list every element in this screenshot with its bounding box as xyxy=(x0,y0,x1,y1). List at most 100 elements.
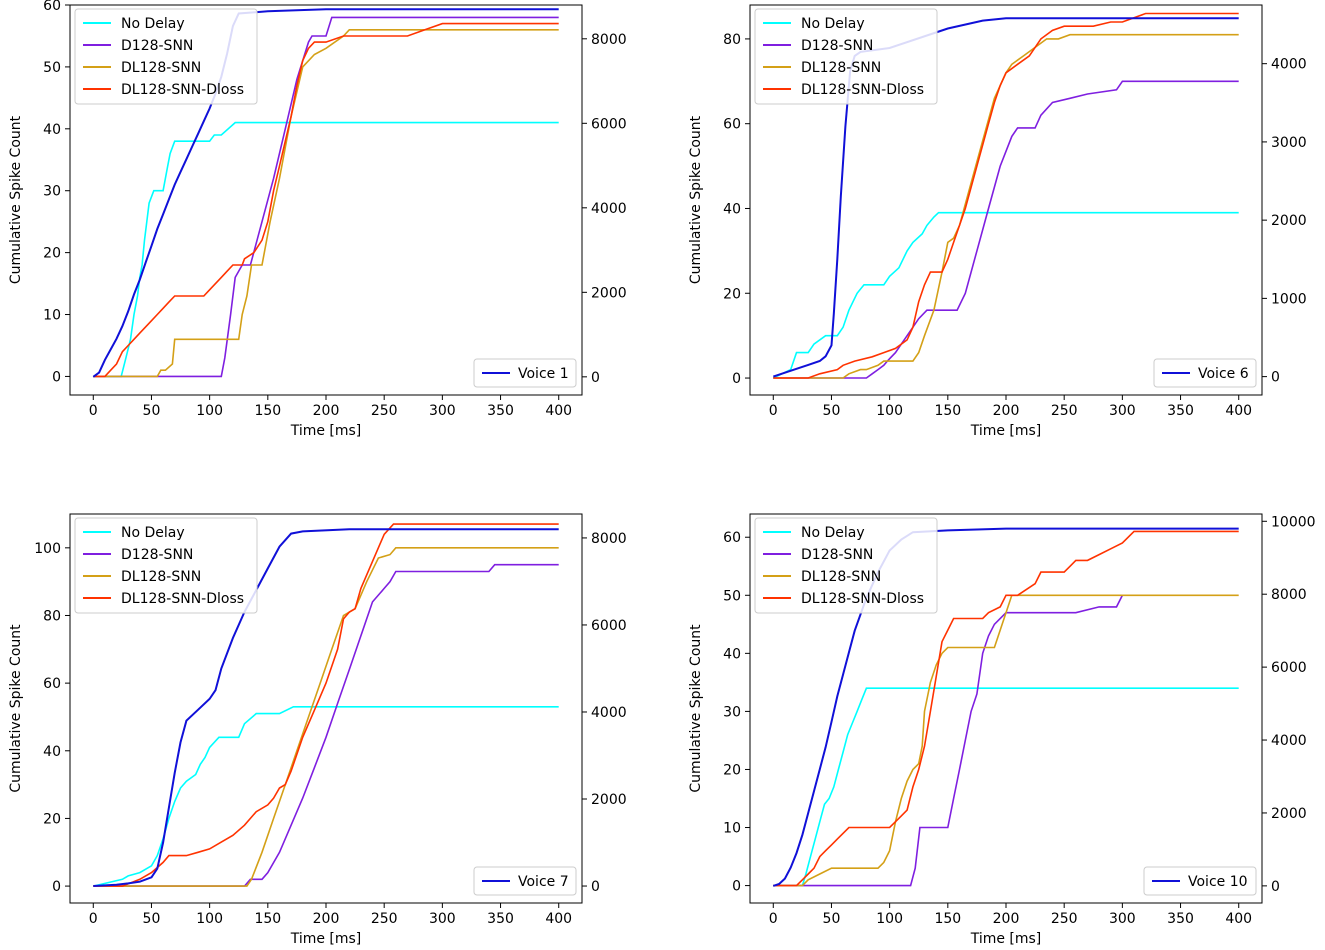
legend-box xyxy=(754,517,938,614)
y2-tick-label: 1000 xyxy=(1271,291,1307,307)
x-tick-label: 300 xyxy=(429,911,456,927)
series-line-d128 xyxy=(773,594,1124,887)
legend: No Delay D128-SNN DL128-SNN DL128-SNN-Dloss xyxy=(754,517,938,614)
series-line-dloss xyxy=(773,530,1239,887)
y-tick-label: 60 xyxy=(43,0,61,14)
y2-tick-label: 8000 xyxy=(1271,587,1307,603)
series-line-no_delay xyxy=(772,211,1239,379)
series-line-dloss xyxy=(93,22,559,378)
y2-tick-label: 6000 xyxy=(1271,660,1307,676)
x-tick-label: 50 xyxy=(143,403,161,419)
chart-panel-voice-1: 0 50 100 150 200 250 300 350 4000102030405060020… xyxy=(8,0,627,439)
y-tick-label: 50 xyxy=(43,60,61,76)
x-axis-label: Time [ms] xyxy=(970,931,1042,947)
x-tick-label: 350 xyxy=(487,911,514,927)
series-line-d128 xyxy=(773,80,1239,379)
legend-label-no_delay: No Delay xyxy=(121,16,185,32)
y-tick-label: 40 xyxy=(723,201,741,217)
y2-tick-label: 6000 xyxy=(591,618,627,634)
series-line-no_delay xyxy=(93,121,559,378)
legend-label-d128: D128-SNN xyxy=(801,547,873,563)
x-tick-label: 150 xyxy=(934,911,961,927)
legend: No Delay D128-SNN DL128-SNN DL128-SNN-Dloss xyxy=(74,517,258,614)
x-tick-label: 0 xyxy=(769,911,778,927)
series-line-d128 xyxy=(93,16,559,378)
voice-legend-label: Voice 6 xyxy=(1198,366,1249,382)
y2-tick-label: 4000 xyxy=(591,201,627,217)
x-tick-label: 300 xyxy=(1109,911,1136,927)
x-tick-label: 100 xyxy=(196,403,223,419)
y2-tick-label: 3000 xyxy=(1271,135,1307,151)
legend-box xyxy=(74,8,258,105)
voice-legend-box xyxy=(473,866,577,896)
y2-tick-label: 6000 xyxy=(591,116,627,132)
x-axis-label: Time [ms] xyxy=(290,931,362,947)
legend-label-d128: D128-SNN xyxy=(121,38,193,54)
series-line-d128 xyxy=(93,563,559,887)
series-line-dl128 xyxy=(93,547,559,887)
x-tick-label: 150 xyxy=(934,403,961,419)
y2-tick-label: 4000 xyxy=(1271,57,1307,73)
y2-tick-label: 8000 xyxy=(591,32,627,48)
series-line-dloss xyxy=(93,523,559,887)
y2-tick-label: 0 xyxy=(1271,879,1280,895)
x-tick-label: 250 xyxy=(1051,403,1078,419)
x-tick-label: 100 xyxy=(876,911,903,927)
y-tick-label: 60 xyxy=(723,530,741,546)
y-tick-label: 80 xyxy=(723,32,741,48)
y-tick-label: 100 xyxy=(34,541,61,557)
y-tick-label: 50 xyxy=(723,588,741,604)
series-line-dl128 xyxy=(93,29,559,378)
y2-tick-label: 2000 xyxy=(1271,806,1307,822)
legend-label-dl128: DL128-SNN xyxy=(121,569,201,585)
voice-line xyxy=(93,528,559,887)
x-tick-label: 50 xyxy=(823,403,841,419)
x-tick-label: 250 xyxy=(371,403,398,419)
x-tick-label: 300 xyxy=(1109,403,1136,419)
x-tick-label: 400 xyxy=(1225,911,1252,927)
x-tick-label: 400 xyxy=(545,911,572,927)
x-tick-label: 200 xyxy=(993,911,1020,927)
y-tick-label: 10 xyxy=(723,821,741,837)
y2-tick-label: 0 xyxy=(591,879,600,895)
x-tick-label: 0 xyxy=(89,911,98,927)
y-tick-label: 20 xyxy=(723,762,741,778)
y2-tick-label: 10000 xyxy=(1271,514,1316,530)
chart-panel-voice-6: 0 50 100 150 200 250 300 350 4000204060800100020… xyxy=(688,4,1307,439)
x-tick-label: 50 xyxy=(143,911,161,927)
legend-label-d128: D128-SNN xyxy=(801,38,873,54)
legend: No Delay D128-SNN DL128-SNN DL128-SNN-Dloss xyxy=(74,8,258,105)
x-tick-label: 400 xyxy=(1225,403,1252,419)
voice-line xyxy=(772,17,1239,378)
y-tick-label: 40 xyxy=(43,122,61,138)
legend-label-dloss: DL128-SNN-Dloss xyxy=(801,591,924,607)
x-tick-label: 300 xyxy=(429,403,456,419)
y-tick-label: 0 xyxy=(732,879,741,895)
x-tick-label: 200 xyxy=(993,403,1020,419)
legend-label-d128: D128-SNN xyxy=(121,547,193,563)
x-tick-label: 0 xyxy=(89,403,98,419)
y2-tick-label: 0 xyxy=(591,370,600,386)
voice-legend-label: Voice 10 xyxy=(1188,874,1248,890)
x-tick-label: 0 xyxy=(769,403,778,419)
x-tick-label: 250 xyxy=(371,911,398,927)
voice-legend-label: Voice 7 xyxy=(518,874,569,890)
y2-tick-label: 0 xyxy=(1271,370,1280,386)
y2-tick-label: 2000 xyxy=(1271,213,1307,229)
y-tick-label: 30 xyxy=(723,704,741,720)
voice-legend-box xyxy=(473,358,577,388)
series-line-no_delay xyxy=(773,687,1239,887)
legend-label-no_delay: No Delay xyxy=(121,525,185,541)
x-tick-label: 350 xyxy=(1167,911,1194,927)
y2-tick-label: 4000 xyxy=(591,705,627,721)
series-line-dl128 xyxy=(773,594,1239,887)
voice-legend-label: Voice 1 xyxy=(518,366,569,382)
y-tick-label: 60 xyxy=(723,117,741,133)
legend-box xyxy=(754,8,938,105)
y2-tick-label: 4000 xyxy=(1271,733,1307,749)
voice-legend-box xyxy=(1153,358,1257,388)
legend-label-dloss: DL128-SNN-Dloss xyxy=(121,82,244,98)
legend-label-no_delay: No Delay xyxy=(801,525,865,541)
x-tick-label: 250 xyxy=(1051,911,1078,927)
